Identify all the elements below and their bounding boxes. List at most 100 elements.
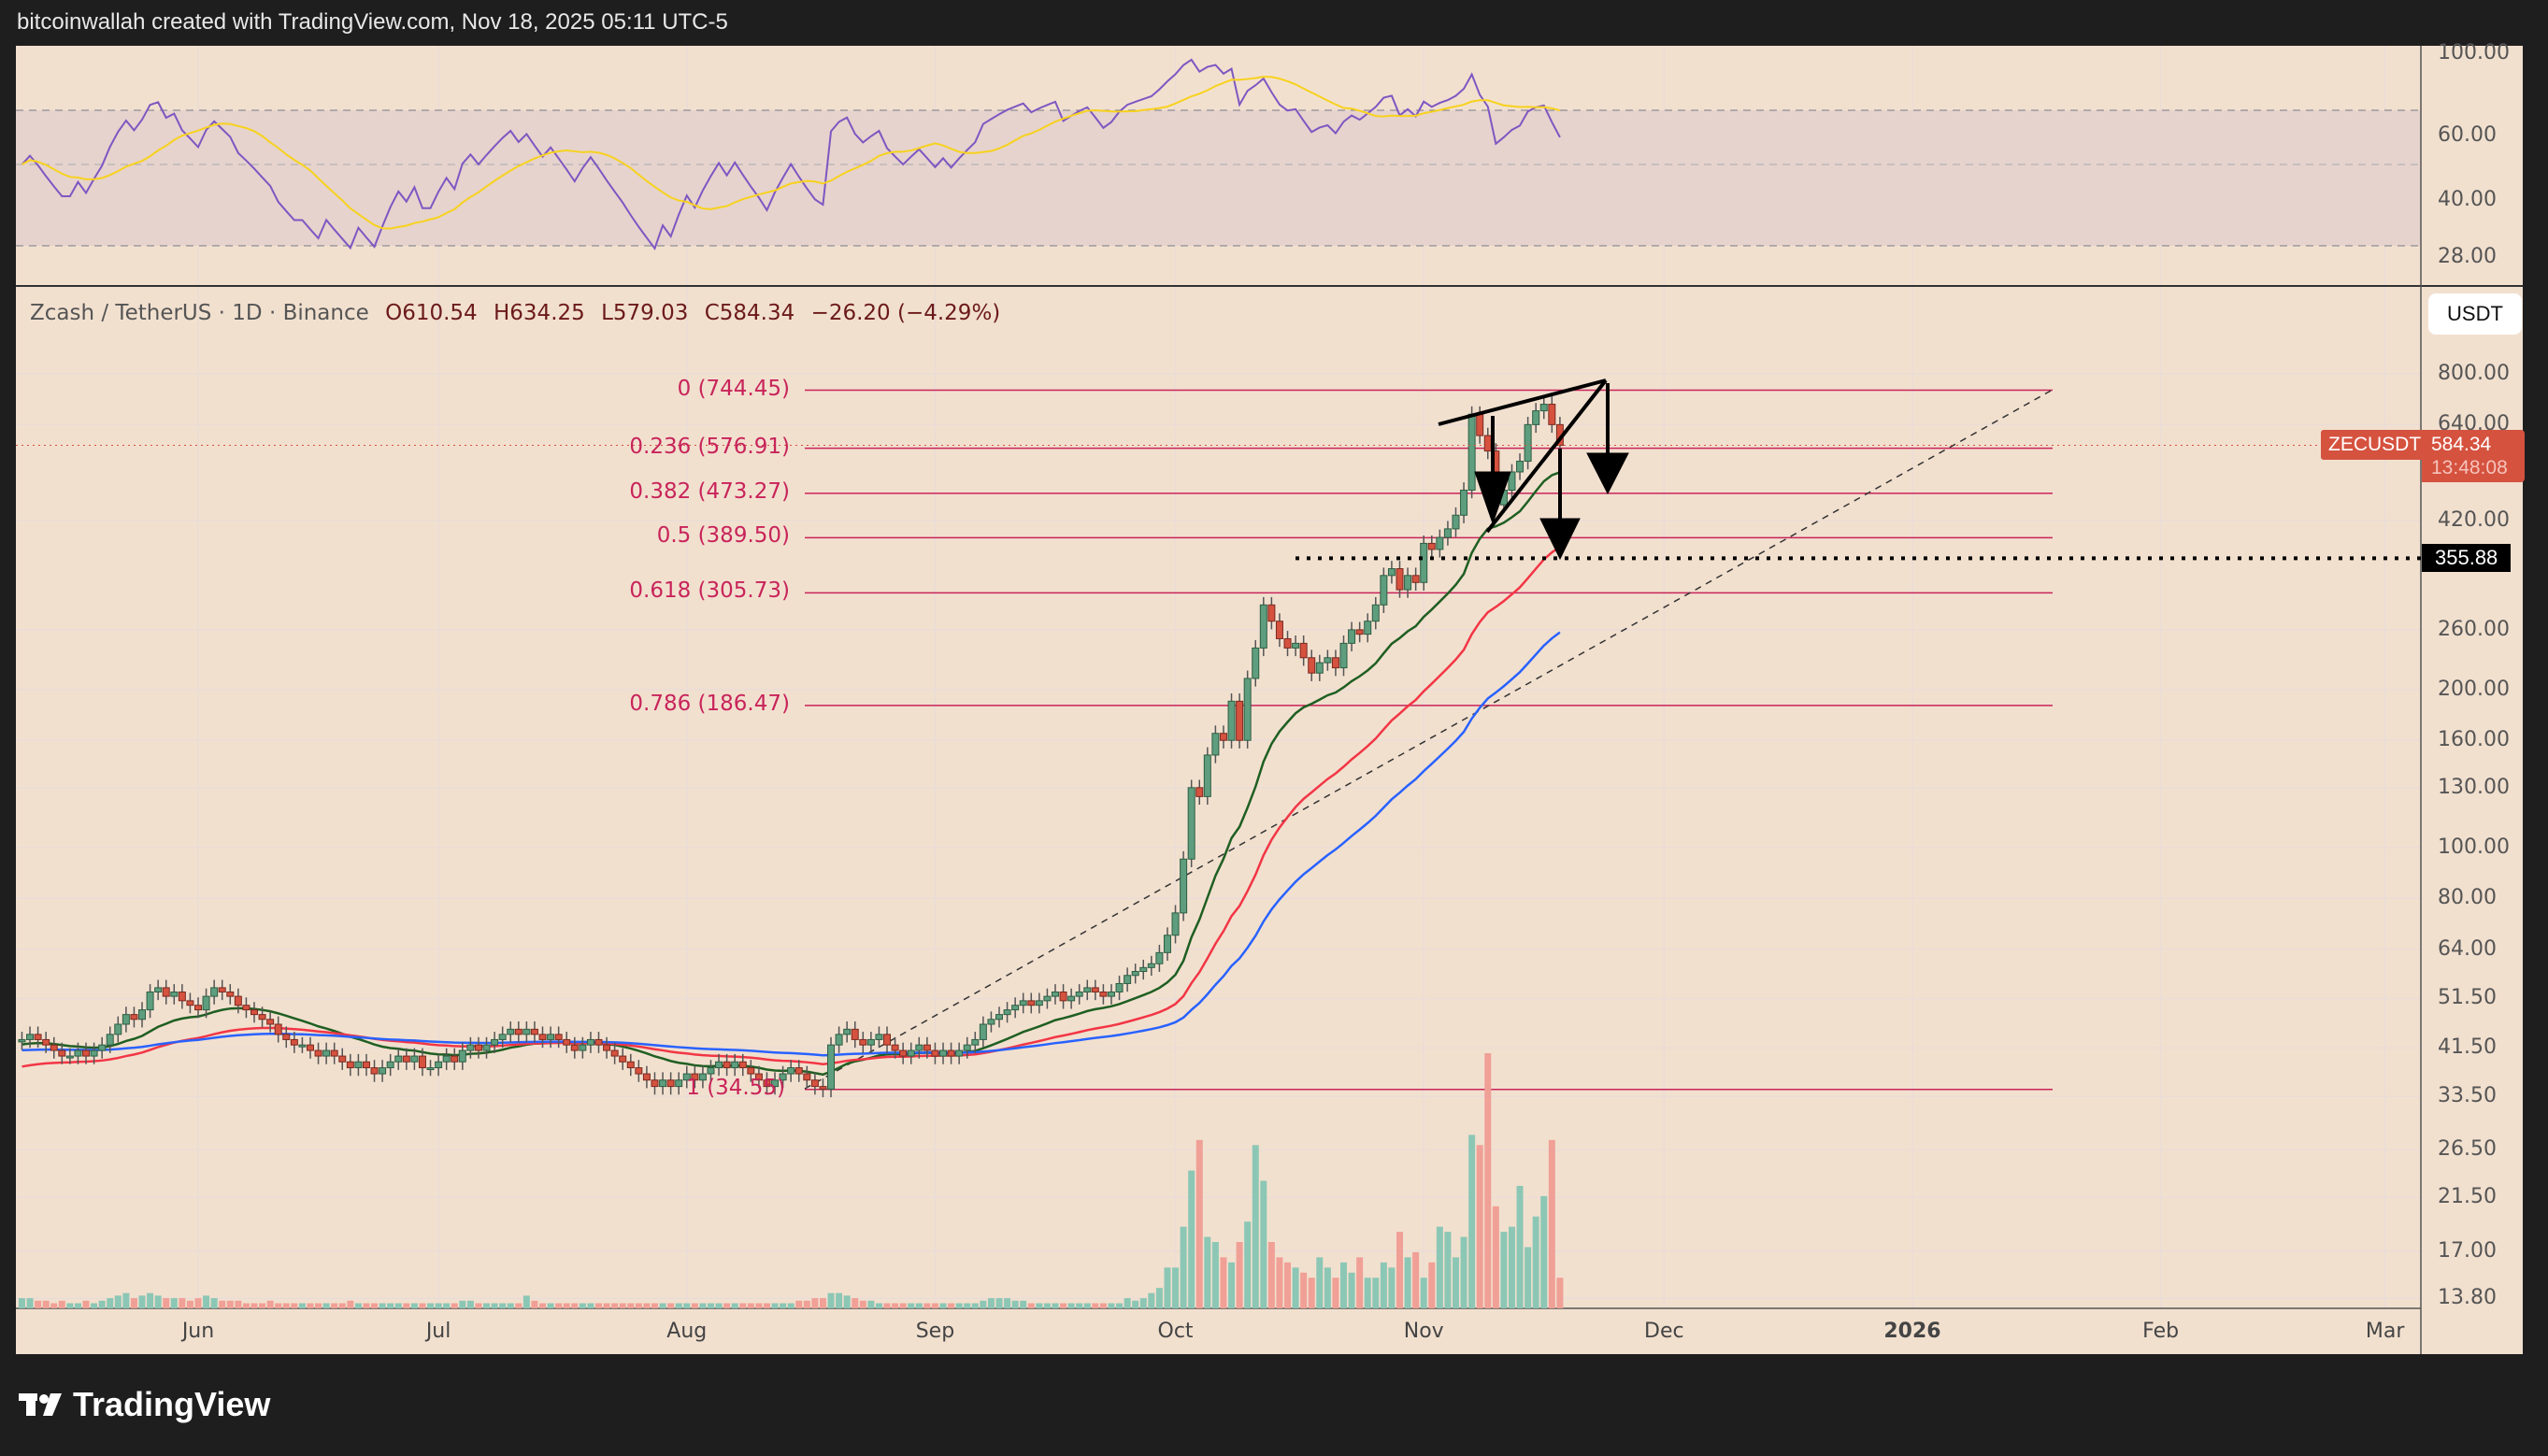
- fib-level-label: 0.618 (305.73): [629, 578, 790, 604]
- volume-bar: [843, 1295, 851, 1308]
- ohlc-close: C584.34: [704, 301, 795, 325]
- price-axis-label: 130.00: [2438, 775, 2510, 799]
- volume-bar: [1020, 1300, 1027, 1308]
- volume-bar: [186, 1300, 193, 1308]
- candle-body: [1467, 413, 1476, 491]
- volume-bar: [387, 1303, 394, 1308]
- price-axis-label: 160.00: [2438, 728, 2510, 752]
- wedge-upper-line[interactable]: [1438, 378, 1607, 426]
- candle-body: [1524, 423, 1532, 463]
- trendline-dashed[interactable]: [804, 389, 2054, 1090]
- symbol-legend[interactable]: Zcash / TetherUS · 1D · Binance O610.54 …: [30, 301, 1000, 325]
- candle-body: [691, 1073, 699, 1081]
- currency-button[interactable]: USDT: [2428, 293, 2522, 335]
- candle-body: [1035, 1000, 1043, 1006]
- tradingview-logo-icon: [19, 1393, 62, 1416]
- candle-body: [682, 1073, 691, 1081]
- price-axis-label: 26.50: [2438, 1137, 2497, 1162]
- current-price: 584.34: [2431, 433, 2492, 455]
- volume-bar: [1004, 1298, 1011, 1308]
- candle-body: [138, 1009, 147, 1021]
- volume-bar: [899, 1303, 907, 1308]
- volume-bar: [1508, 1226, 1515, 1308]
- volume-bar: [1228, 1262, 1236, 1308]
- volume-bar: [1404, 1257, 1411, 1308]
- volume-bar: [1092, 1303, 1099, 1308]
- volume-bar: [1108, 1303, 1115, 1308]
- price-axis-label: 800.00: [2438, 362, 2510, 385]
- volume-bar: [1364, 1278, 1371, 1308]
- volume-bar: [747, 1303, 754, 1308]
- candle-body: [242, 1005, 251, 1011]
- volume-bar: [291, 1303, 298, 1308]
- price-axis-label: 260.00: [2438, 617, 2510, 641]
- volume-bar: [98, 1300, 106, 1308]
- volume-bar: [1396, 1232, 1403, 1308]
- tradingview-logo[interactable]: TradingView: [19, 1385, 270, 1424]
- candle-body: [386, 1061, 394, 1069]
- candle-body: [1259, 604, 1267, 649]
- candle-body: [435, 1061, 443, 1069]
- volume-bar: [964, 1303, 971, 1308]
- volume-bar: [923, 1303, 931, 1308]
- candle-body: [34, 1034, 42, 1040]
- volume-bar: [699, 1303, 707, 1308]
- candle-body: [90, 1049, 98, 1057]
- candle-body: [554, 1034, 563, 1040]
- rising-wedge-drawing[interactable]: [1438, 378, 1629, 561]
- volume-bar: [683, 1303, 691, 1308]
- candle-body: [1436, 536, 1444, 550]
- volume-bar: [170, 1298, 178, 1308]
- volume-bar: [371, 1303, 379, 1308]
- time-axis-label: Aug: [666, 1320, 708, 1343]
- volume-bar: [819, 1298, 826, 1308]
- volume-bar: [787, 1303, 794, 1308]
- candle-body: [442, 1055, 451, 1063]
- candle-body: [1380, 575, 1388, 606]
- volume-bar: [595, 1303, 602, 1308]
- volume-bar: [443, 1303, 451, 1308]
- volume-bar: [1052, 1303, 1059, 1308]
- candle-body: [266, 1019, 275, 1025]
- price-axis-label: 80.00: [2438, 886, 2497, 910]
- candle-body: [763, 1079, 771, 1088]
- candle-body: [1139, 966, 1148, 973]
- fib-retracement[interactable]: [805, 389, 2053, 1091]
- candle-body: [58, 1049, 66, 1057]
- candle-body: [579, 1044, 587, 1051]
- candle-body: [603, 1044, 611, 1051]
- candle-body: [771, 1079, 780, 1088]
- time-axis-label: 2026: [1883, 1320, 1941, 1343]
- candle-body: [835, 1034, 843, 1046]
- volume-bar: [611, 1303, 619, 1308]
- candle-body: [282, 1034, 291, 1040]
- volume-bar: [619, 1303, 626, 1308]
- candle-body: [1443, 528, 1452, 538]
- candle-body: [979, 1023, 987, 1040]
- volume-bar: [579, 1303, 586, 1308]
- volume-bar: [435, 1303, 442, 1308]
- candle-body: [162, 987, 170, 997]
- candle-body: [26, 1034, 35, 1040]
- candle-body: [659, 1079, 667, 1088]
- volume-bar: [427, 1303, 435, 1308]
- candle-body: [1452, 514, 1460, 530]
- volume-bar: [531, 1300, 538, 1308]
- volume-bar: [603, 1303, 610, 1308]
- candle-body: [314, 1049, 322, 1057]
- wedge-lower-line[interactable]: [1485, 378, 1608, 534]
- candle-body: [794, 1067, 803, 1075]
- volume-bar: [659, 1303, 666, 1308]
- candle-body: [723, 1061, 731, 1069]
- candle-body: [963, 1044, 971, 1051]
- volume-bar: [1252, 1145, 1259, 1308]
- candle-body: [651, 1079, 659, 1088]
- candle-body: [939, 1049, 948, 1057]
- candle-body: [1243, 678, 1252, 741]
- candle-body: [298, 1044, 307, 1048]
- volume-bar: [459, 1300, 466, 1308]
- candle-body: [1027, 1000, 1036, 1006]
- volume-bar: [1220, 1257, 1227, 1308]
- volume-bar: [635, 1303, 642, 1308]
